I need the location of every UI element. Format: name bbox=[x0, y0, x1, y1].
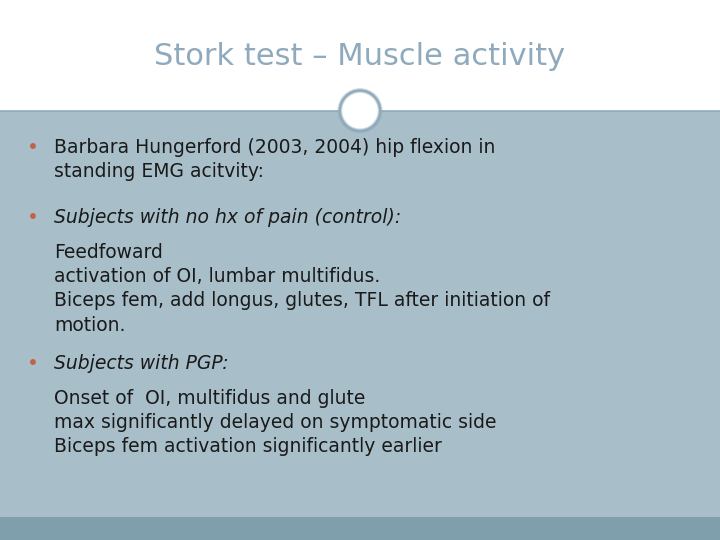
Text: Feedfoward
activation of OI, lumbar multifidus.
Biceps fem, add longus, glutes, : Feedfoward activation of OI, lumbar mult… bbox=[54, 243, 550, 335]
Text: •: • bbox=[27, 138, 39, 157]
FancyBboxPatch shape bbox=[0, 0, 720, 111]
Text: Stork test – Muscle activity: Stork test – Muscle activity bbox=[154, 42, 566, 71]
Text: Barbara Hungerford (2003, 2004) hip flexion in
standing EMG acitvity:: Barbara Hungerford (2003, 2004) hip flex… bbox=[54, 138, 495, 181]
Ellipse shape bbox=[340, 91, 380, 131]
Text: •: • bbox=[27, 354, 39, 373]
FancyBboxPatch shape bbox=[0, 517, 720, 540]
Text: Onset of  OI, multifidus and glute
max significantly delayed on symptomatic side: Onset of OI, multifidus and glute max si… bbox=[54, 389, 497, 456]
Text: •: • bbox=[27, 208, 39, 227]
Text: Subjects with no hx of pain (control):: Subjects with no hx of pain (control): bbox=[54, 208, 401, 227]
FancyBboxPatch shape bbox=[0, 111, 720, 517]
Text: Subjects with PGP:: Subjects with PGP: bbox=[54, 354, 229, 373]
